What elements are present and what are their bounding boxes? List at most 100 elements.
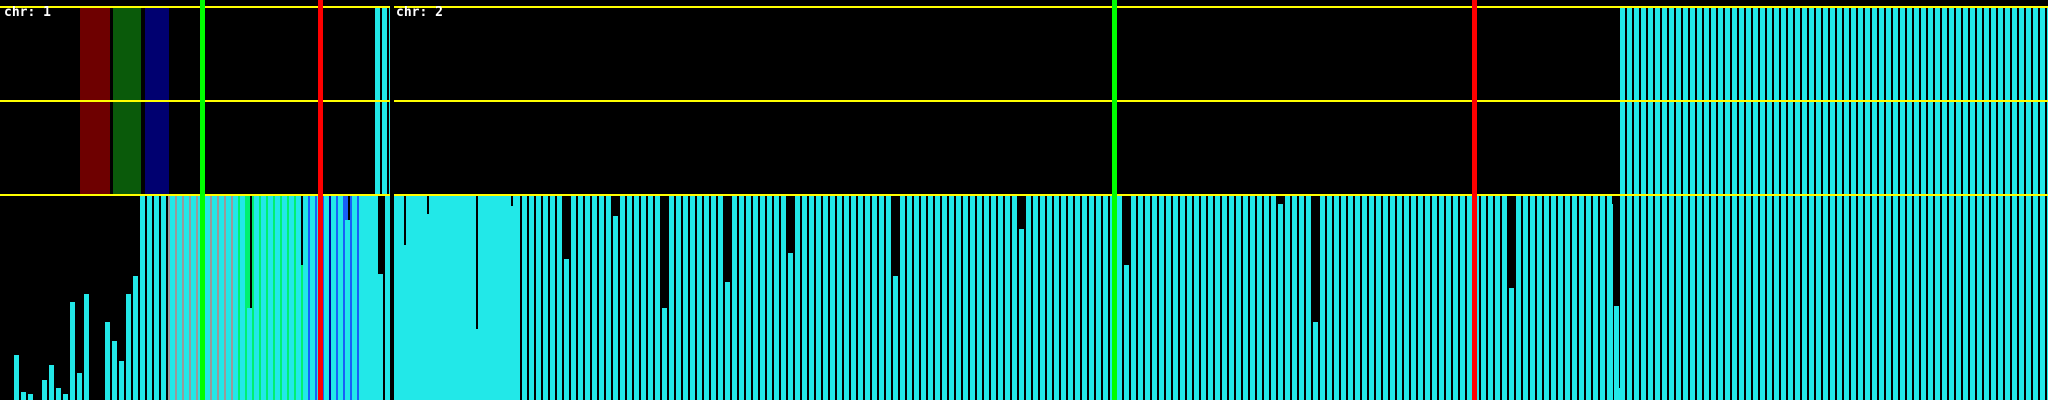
coverage-bar-top[interactable] — [1732, 7, 1737, 101]
coverage-bar-bottom[interactable] — [592, 196, 597, 400]
coverage-bar-top[interactable] — [1676, 7, 1681, 101]
coverage-bar-bottom[interactable] — [1977, 196, 1982, 400]
coverage-bar-bottom[interactable] — [1544, 196, 1549, 400]
coverage-bar-bottom[interactable] — [1138, 196, 1143, 400]
coverage-bar-bottom[interactable] — [473, 329, 478, 400]
coverage-bar-mid[interactable] — [2040, 101, 2045, 195]
coverage-bar-bottom[interactable] — [219, 196, 224, 400]
coverage-bar-bottom[interactable] — [1928, 196, 1933, 400]
coverage-bar-bottom[interactable] — [1984, 196, 1989, 400]
coverage-bar-bottom[interactable] — [396, 196, 401, 400]
coverage-bar-bottom[interactable] — [977, 196, 982, 400]
coverage-bar-mid[interactable] — [1865, 101, 1870, 195]
coverage-bar-bottom[interactable] — [1662, 196, 1667, 400]
coverage-bar-bottom[interactable] — [788, 253, 793, 400]
coverage-bar-bottom[interactable] — [212, 196, 217, 400]
coverage-bar-bottom[interactable] — [893, 276, 898, 400]
coverage-bar-bottom[interactable] — [1942, 196, 1947, 400]
coverage-bar-bottom[interactable] — [49, 365, 54, 400]
coverage-bar-mid[interactable] — [1830, 101, 1835, 195]
coverage-bar-bottom[interactable] — [1320, 196, 1325, 400]
coverage-bar-top[interactable] — [1620, 7, 1625, 101]
coverage-bar-bottom[interactable] — [205, 196, 210, 400]
coverage-bar-bottom[interactable] — [1278, 204, 1283, 400]
coverage-bar-bottom[interactable] — [28, 394, 33, 400]
coverage-bar-bottom[interactable] — [536, 196, 541, 400]
coverage-bar-bottom[interactable] — [963, 196, 968, 400]
coverage-bar-bottom[interactable] — [1068, 196, 1073, 400]
coverage-bar-bottom[interactable] — [823, 196, 828, 400]
coverage-bar-top[interactable] — [1753, 7, 1758, 101]
coverage-bar-bottom[interactable] — [1907, 196, 1912, 400]
coverage-bar-bottom[interactable] — [1075, 196, 1080, 400]
coverage-bar-top[interactable] — [1872, 7, 1877, 101]
coverage-bar-bottom[interactable] — [459, 196, 464, 400]
coverage-bar-top[interactable] — [1907, 7, 1912, 101]
coverage-bar-bottom[interactable] — [1467, 196, 1472, 400]
coverage-bar-bottom[interactable] — [1264, 196, 1269, 400]
coverage-bar-bottom[interactable] — [392, 196, 397, 400]
coverage-bar-bottom[interactable] — [1781, 196, 1786, 400]
coverage-bar-bottom[interactable] — [1914, 196, 1919, 400]
coverage-bar-bottom[interactable] — [466, 196, 471, 400]
coverage-bar-top[interactable] — [1655, 7, 1660, 101]
coverage-bar-top[interactable] — [1921, 7, 1926, 101]
coverage-bar-bottom[interactable] — [84, 294, 89, 400]
coverage-bar-bottom[interactable] — [1334, 196, 1339, 400]
coverage-bar-top[interactable] — [1963, 7, 1968, 101]
coverage-bar-bottom[interactable] — [1376, 196, 1381, 400]
coverage-bar-top[interactable] — [1725, 7, 1730, 101]
coverage-bar-bottom[interactable] — [1159, 196, 1164, 400]
coverage-bar-top[interactable] — [1767, 7, 1772, 101]
coverage-bar-top[interactable] — [1998, 7, 2003, 101]
coverage-bar-mid[interactable] — [1914, 101, 1919, 195]
coverage-bar-bottom[interactable] — [233, 196, 238, 400]
coverage-bar-bottom[interactable] — [1858, 196, 1863, 400]
coverage-bar-bottom[interactable] — [1586, 196, 1591, 400]
coverage-bar-bottom[interactable] — [851, 196, 856, 400]
coverage-bar-bottom[interactable] — [1439, 196, 1444, 400]
coverage-bar-bottom[interactable] — [1187, 196, 1192, 400]
coverage-bar-bottom[interactable] — [690, 196, 695, 400]
coverage-bar-bottom[interactable] — [1837, 196, 1842, 400]
coverage-bar-bottom[interactable] — [126, 294, 131, 400]
coverage-bar-bottom[interactable] — [2026, 196, 2031, 400]
coverage-bar-bottom[interactable] — [1012, 196, 1017, 400]
coverage-bar-bottom[interactable] — [399, 196, 404, 400]
coverage-bar-mid[interactable] — [1998, 101, 2003, 195]
coverage-bar-bottom[interactable] — [935, 196, 940, 400]
coverage-bar-bottom[interactable] — [1879, 196, 1884, 400]
marker-green-chr2[interactable] — [1112, 0, 1117, 400]
coverage-bar-bottom[interactable] — [1579, 196, 1584, 400]
coverage-bar-bottom[interactable] — [1795, 196, 1800, 400]
coverage-bar-bottom[interactable] — [746, 196, 751, 400]
coverage-bar-mid[interactable] — [1732, 101, 1737, 195]
coverage-bar-bottom[interactable] — [1565, 196, 1570, 400]
coverage-bar-bottom[interactable] — [634, 196, 639, 400]
coverage-bar-bottom[interactable] — [2012, 196, 2017, 400]
coverage-bar-bottom[interactable] — [1551, 196, 1556, 400]
coverage-bar-mid[interactable] — [1949, 101, 1954, 195]
coverage-bar-bottom[interactable] — [858, 196, 863, 400]
coverage-bar-bottom[interactable] — [774, 196, 779, 400]
coverage-bar-bottom[interactable] — [1753, 196, 1758, 400]
coverage-bar-bottom[interactable] — [1306, 196, 1311, 400]
coverage-bar-top[interactable] — [1914, 7, 1919, 101]
coverage-bar-bottom[interactable] — [1215, 196, 1220, 400]
coverage-bar-top[interactable] — [1984, 7, 1989, 101]
coverage-bar-bottom[interactable] — [1746, 196, 1751, 400]
coverage-bar-mid[interactable] — [1879, 101, 1884, 195]
coverage-bar-top[interactable] — [1809, 7, 1814, 101]
coverage-bar-bottom[interactable] — [508, 206, 513, 400]
coverage-bar-top[interactable] — [1851, 7, 1856, 101]
coverage-bar-bottom[interactable] — [1823, 196, 1828, 400]
coverage-bar-top[interactable] — [1662, 7, 1667, 101]
coverage-bar-mid[interactable] — [1921, 101, 1926, 195]
coverage-bar-bottom[interactable] — [471, 196, 476, 400]
coverage-bar-top[interactable] — [1704, 7, 1709, 101]
coverage-bar-bottom[interactable] — [585, 196, 590, 400]
coverage-bar-bottom[interactable] — [480, 196, 485, 400]
coverage-bar-bottom[interactable] — [872, 196, 877, 400]
coverage-bar-bottom[interactable] — [1760, 196, 1765, 400]
coverage-bar-bottom[interactable] — [445, 196, 450, 400]
